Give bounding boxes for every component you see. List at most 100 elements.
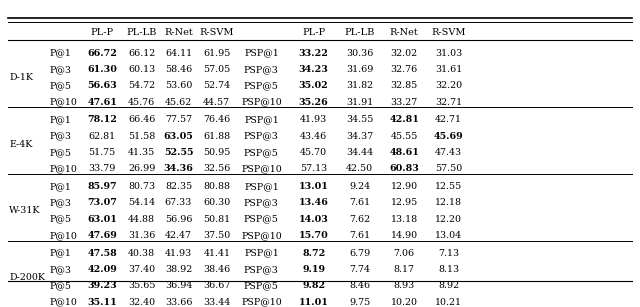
Text: 33.27: 33.27 (390, 98, 418, 107)
Text: 47.61: 47.61 (87, 98, 117, 107)
Text: 35.65: 35.65 (128, 281, 156, 290)
Text: 50.95: 50.95 (203, 148, 230, 157)
Text: P@3: P@3 (49, 198, 71, 207)
Text: 8.72: 8.72 (302, 249, 325, 258)
Text: 45.70: 45.70 (300, 148, 327, 157)
Text: 80.88: 80.88 (204, 182, 230, 191)
Text: 33.44: 33.44 (203, 297, 230, 306)
Text: PSP@1: PSP@1 (244, 249, 279, 258)
Text: P@5: P@5 (49, 215, 71, 223)
Text: 45.55: 45.55 (390, 132, 418, 141)
Text: 14.03: 14.03 (299, 215, 328, 223)
Text: E-4K: E-4K (9, 140, 33, 149)
Text: 60.83: 60.83 (389, 164, 419, 173)
Text: 33.79: 33.79 (88, 164, 116, 173)
Text: PSP@1: PSP@1 (244, 115, 279, 124)
Text: R-SVM: R-SVM (431, 28, 466, 37)
Text: 8.93: 8.93 (394, 281, 415, 290)
Text: 45.76: 45.76 (128, 98, 156, 107)
Text: 7.62: 7.62 (349, 215, 370, 223)
Text: D-200K: D-200K (9, 273, 45, 282)
Text: 41.35: 41.35 (128, 148, 156, 157)
Text: 9.19: 9.19 (302, 265, 325, 274)
Text: 57.05: 57.05 (203, 65, 230, 74)
Text: 82.35: 82.35 (165, 182, 192, 191)
Text: P@10: P@10 (49, 164, 77, 173)
Text: 62.81: 62.81 (88, 132, 116, 141)
Text: P@10: P@10 (49, 297, 77, 306)
Text: D-1K: D-1K (9, 73, 33, 82)
Text: 51.58: 51.58 (128, 132, 156, 141)
Text: 48.61: 48.61 (389, 148, 419, 157)
Text: 57.13: 57.13 (300, 164, 327, 173)
Text: 52.55: 52.55 (164, 148, 193, 157)
Text: 45.69: 45.69 (434, 132, 463, 141)
Text: 36.67: 36.67 (203, 281, 230, 290)
Text: 54.72: 54.72 (128, 81, 155, 90)
Text: 34.55: 34.55 (346, 115, 373, 124)
Text: 61.88: 61.88 (204, 132, 230, 141)
Text: 14.90: 14.90 (390, 231, 418, 240)
Text: 43.46: 43.46 (300, 132, 327, 141)
Text: PL-LB: PL-LB (126, 28, 157, 37)
Text: 42.71: 42.71 (435, 115, 462, 124)
Text: PSP@3: PSP@3 (244, 265, 279, 274)
Text: 13.46: 13.46 (299, 198, 328, 207)
Text: 8.92: 8.92 (438, 281, 460, 290)
Text: 12.90: 12.90 (390, 182, 418, 191)
Text: 56.63: 56.63 (87, 81, 117, 90)
Text: R-SVM: R-SVM (200, 28, 234, 37)
Text: P@5: P@5 (49, 81, 71, 90)
Text: 12.18: 12.18 (435, 198, 462, 207)
Text: 51.75: 51.75 (88, 148, 116, 157)
Text: 56.96: 56.96 (164, 215, 192, 223)
Text: 10.21: 10.21 (435, 297, 462, 306)
Text: 32.56: 32.56 (203, 164, 230, 173)
Text: 12.55: 12.55 (435, 182, 462, 191)
Text: 32.40: 32.40 (128, 297, 155, 306)
Text: 44.57: 44.57 (204, 98, 230, 107)
Text: 66.12: 66.12 (128, 49, 156, 58)
Text: 60.13: 60.13 (128, 65, 156, 74)
Text: 36.94: 36.94 (165, 281, 192, 290)
Text: P@1: P@1 (49, 249, 71, 258)
Text: P@1: P@1 (49, 115, 71, 124)
Text: PSP@1: PSP@1 (244, 182, 279, 191)
Text: 11.01: 11.01 (299, 297, 328, 306)
Text: 31.36: 31.36 (128, 231, 156, 240)
Text: 26.99: 26.99 (128, 164, 156, 173)
Text: 47.69: 47.69 (87, 231, 117, 240)
Text: 42.47: 42.47 (165, 231, 192, 240)
Text: R-Net: R-Net (164, 28, 193, 37)
Text: 32.02: 32.02 (390, 49, 418, 58)
Text: 64.11: 64.11 (165, 49, 192, 58)
Text: PL-P: PL-P (302, 28, 325, 37)
Text: PL-P: PL-P (90, 28, 114, 37)
Text: 76.46: 76.46 (203, 115, 230, 124)
Text: 77.57: 77.57 (165, 115, 192, 124)
Text: 34.23: 34.23 (299, 65, 328, 74)
Text: 31.82: 31.82 (346, 81, 373, 90)
Text: 60.30: 60.30 (203, 198, 230, 207)
Text: 37.40: 37.40 (128, 265, 155, 274)
Text: 12.20: 12.20 (435, 215, 462, 223)
Text: 7.13: 7.13 (438, 249, 460, 258)
Text: 32.76: 32.76 (390, 65, 418, 74)
Text: 58.46: 58.46 (165, 65, 192, 74)
Text: PL-LB: PL-LB (344, 28, 374, 37)
Text: 41.93: 41.93 (300, 115, 327, 124)
Text: 52.74: 52.74 (204, 81, 230, 90)
Text: P@1: P@1 (49, 182, 71, 191)
Text: PSP@5: PSP@5 (244, 215, 279, 223)
Text: PSP@5: PSP@5 (244, 148, 279, 157)
Text: 15.70: 15.70 (299, 231, 328, 240)
Text: 67.33: 67.33 (165, 198, 192, 207)
Text: PSP@3: PSP@3 (244, 65, 279, 74)
Text: 38.92: 38.92 (165, 265, 192, 274)
Text: 8.13: 8.13 (438, 265, 460, 274)
Text: 31.91: 31.91 (346, 98, 373, 107)
Text: 47.43: 47.43 (435, 148, 462, 157)
Text: P@10: P@10 (49, 98, 77, 107)
Text: 8.46: 8.46 (349, 281, 370, 290)
Text: 35.02: 35.02 (299, 81, 328, 90)
